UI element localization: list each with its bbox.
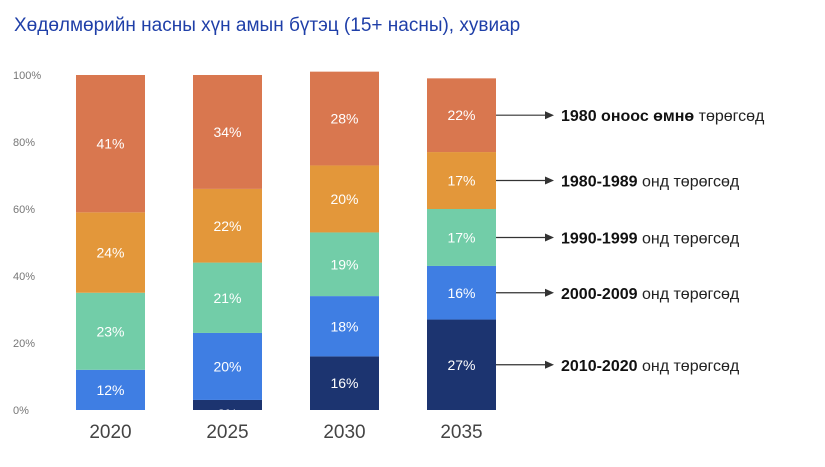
bar-segment — [193, 399, 262, 410]
bar-segment — [310, 232, 379, 297]
bar-segment — [193, 188, 262, 263]
legend-arrow-icon — [545, 176, 554, 185]
bar-segment — [76, 212, 145, 293]
legend-arrow-icon — [545, 288, 554, 297]
bar-segment — [310, 71, 379, 166]
legend-label: 1990-1999 онд төрөгсөд — [561, 230, 740, 247]
bar-segment — [427, 78, 496, 153]
data-label: 12% — [96, 382, 124, 398]
legend-arrow-icon — [545, 233, 554, 242]
bar-segment — [76, 292, 145, 370]
x-tick-label: 2020 — [89, 422, 131, 443]
bar-segment — [427, 319, 496, 410]
data-label: 17% — [447, 173, 475, 189]
data-label: 20% — [330, 191, 358, 207]
data-label: 28% — [330, 111, 358, 127]
y-tick-label: 0% — [13, 405, 29, 417]
data-label: 3% — [217, 406, 237, 422]
data-label: 22% — [447, 107, 475, 123]
bar-segment — [193, 75, 262, 189]
bar-segment — [310, 296, 379, 357]
legend-label: 2000-2009 онд төрөгсөд — [561, 286, 740, 303]
data-label: 19% — [330, 256, 358, 272]
data-label: 34% — [213, 124, 241, 140]
data-label: 24% — [96, 245, 124, 261]
chart-title: Хөдөлмөрийн насны хүн амын бүтэц (15+ на… — [14, 15, 521, 36]
y-tick-label: 80% — [13, 137, 35, 149]
data-label: 16% — [330, 375, 358, 391]
bar-segment — [427, 265, 496, 320]
data-label: 22% — [213, 218, 241, 234]
data-label: 18% — [330, 318, 358, 334]
data-label: 16% — [447, 285, 475, 301]
legend-label: 2010-2020 онд төрөгсөд — [561, 358, 740, 375]
legend-label: 1980 оноос өмнө төрөгсөд — [561, 108, 765, 125]
y-tick-label: 100% — [13, 70, 41, 82]
legend-arrow-icon — [545, 111, 554, 120]
y-tick-label: 20% — [13, 338, 35, 350]
bar-segment — [427, 209, 496, 266]
bar-segment — [310, 356, 379, 410]
legend-label: 1980-1989 онд төрөгсөд — [561, 174, 740, 191]
bar-segment — [193, 332, 262, 400]
x-tick-label: 2035 — [440, 422, 482, 443]
data-label: 17% — [447, 229, 475, 245]
x-tick-label: 2030 — [323, 422, 365, 443]
bar-segment — [76, 369, 145, 410]
data-label: 23% — [96, 323, 124, 339]
bar-segment — [193, 262, 262, 333]
legend-arrow-icon — [545, 360, 554, 369]
y-tick-label: 40% — [13, 271, 35, 283]
bar-segment — [310, 165, 379, 233]
y-tick-label: 60% — [13, 204, 35, 216]
data-label: 27% — [447, 357, 475, 373]
bar-segment — [76, 75, 145, 213]
bar-segment — [427, 152, 496, 209]
data-label: 21% — [213, 290, 241, 306]
data-label: 41% — [96, 136, 124, 152]
x-tick-label: 2025 — [206, 422, 248, 443]
data-label: 20% — [213, 358, 241, 374]
